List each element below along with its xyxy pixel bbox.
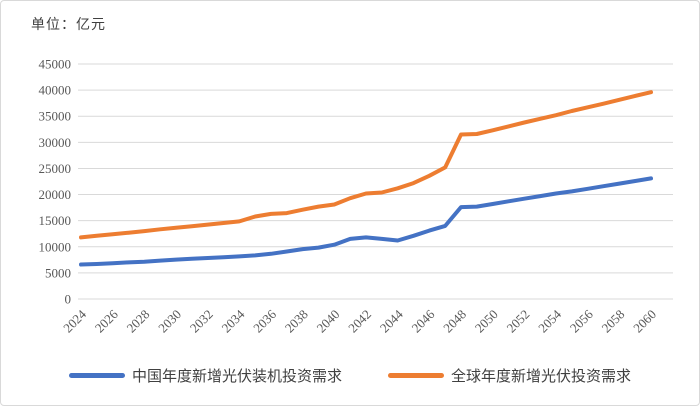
svg-text:2048: 2048 — [440, 307, 469, 336]
svg-text:2040: 2040 — [313, 307, 342, 336]
svg-text:2052: 2052 — [503, 307, 532, 336]
legend-label-global: 全球年度新增光伏投资需求 — [451, 369, 632, 385]
svg-text:25000: 25000 — [39, 161, 72, 176]
svg-text:10000: 10000 — [39, 239, 72, 254]
legend-line-global-icon — [388, 373, 444, 378]
y-axis-tick-labels: 0 5000 10000 15000 20000 25000 30000 35000 40000… — [39, 57, 72, 307]
unit-label: 单位：亿元 — [31, 18, 106, 33]
svg-text:20000: 20000 — [39, 187, 72, 202]
svg-text:2050: 2050 — [472, 307, 501, 336]
svg-text:2060: 2060 — [630, 307, 659, 336]
legend-label-china: 中国年度新增光伏装机投资需求 — [131, 369, 342, 385]
legend-item-global: 全球年度新增光伏投资需求 — [388, 365, 631, 386]
svg-text:0: 0 — [65, 292, 72, 307]
svg-text:2024: 2024 — [60, 306, 89, 335]
svg-text:2032: 2032 — [187, 307, 216, 336]
svg-text:2042: 2042 — [345, 307, 374, 336]
svg-text:2054: 2054 — [535, 306, 564, 335]
svg-text:2028: 2028 — [123, 307, 152, 336]
svg-text:2046: 2046 — [408, 306, 437, 335]
svg-text:5000: 5000 — [45, 265, 71, 280]
svg-text:2030: 2030 — [155, 307, 184, 336]
legend-item-china: 中国年度新增光伏装机投资需求 — [68, 365, 342, 386]
svg-text:2056: 2056 — [567, 306, 596, 335]
svg-text:2026: 2026 — [92, 306, 121, 335]
svg-text:30000: 30000 — [39, 135, 72, 150]
svg-text:2058: 2058 — [598, 307, 627, 336]
x-axis-tick-labels: 2024 2026 2028 2030 2032 2034 2036 2038 2040 2042… — [60, 306, 659, 335]
chart-legend: 中国年度新增光伏装机投资需求 全球年度新增光伏投资需求 — [1, 365, 699, 386]
svg-text:40000: 40000 — [39, 83, 72, 98]
legend-line-china-icon — [68, 373, 125, 378]
svg-text:2036: 2036 — [250, 306, 279, 335]
svg-text:2038: 2038 — [282, 307, 311, 336]
svg-text:2034: 2034 — [218, 306, 247, 335]
svg-text:15000: 15000 — [39, 213, 72, 228]
svg-text:35000: 35000 — [39, 109, 72, 124]
gridlines — [78, 63, 673, 300]
svg-text:45000: 45000 — [39, 57, 72, 72]
svg-text:2044: 2044 — [377, 306, 406, 335]
series-lines — [79, 90, 653, 267]
